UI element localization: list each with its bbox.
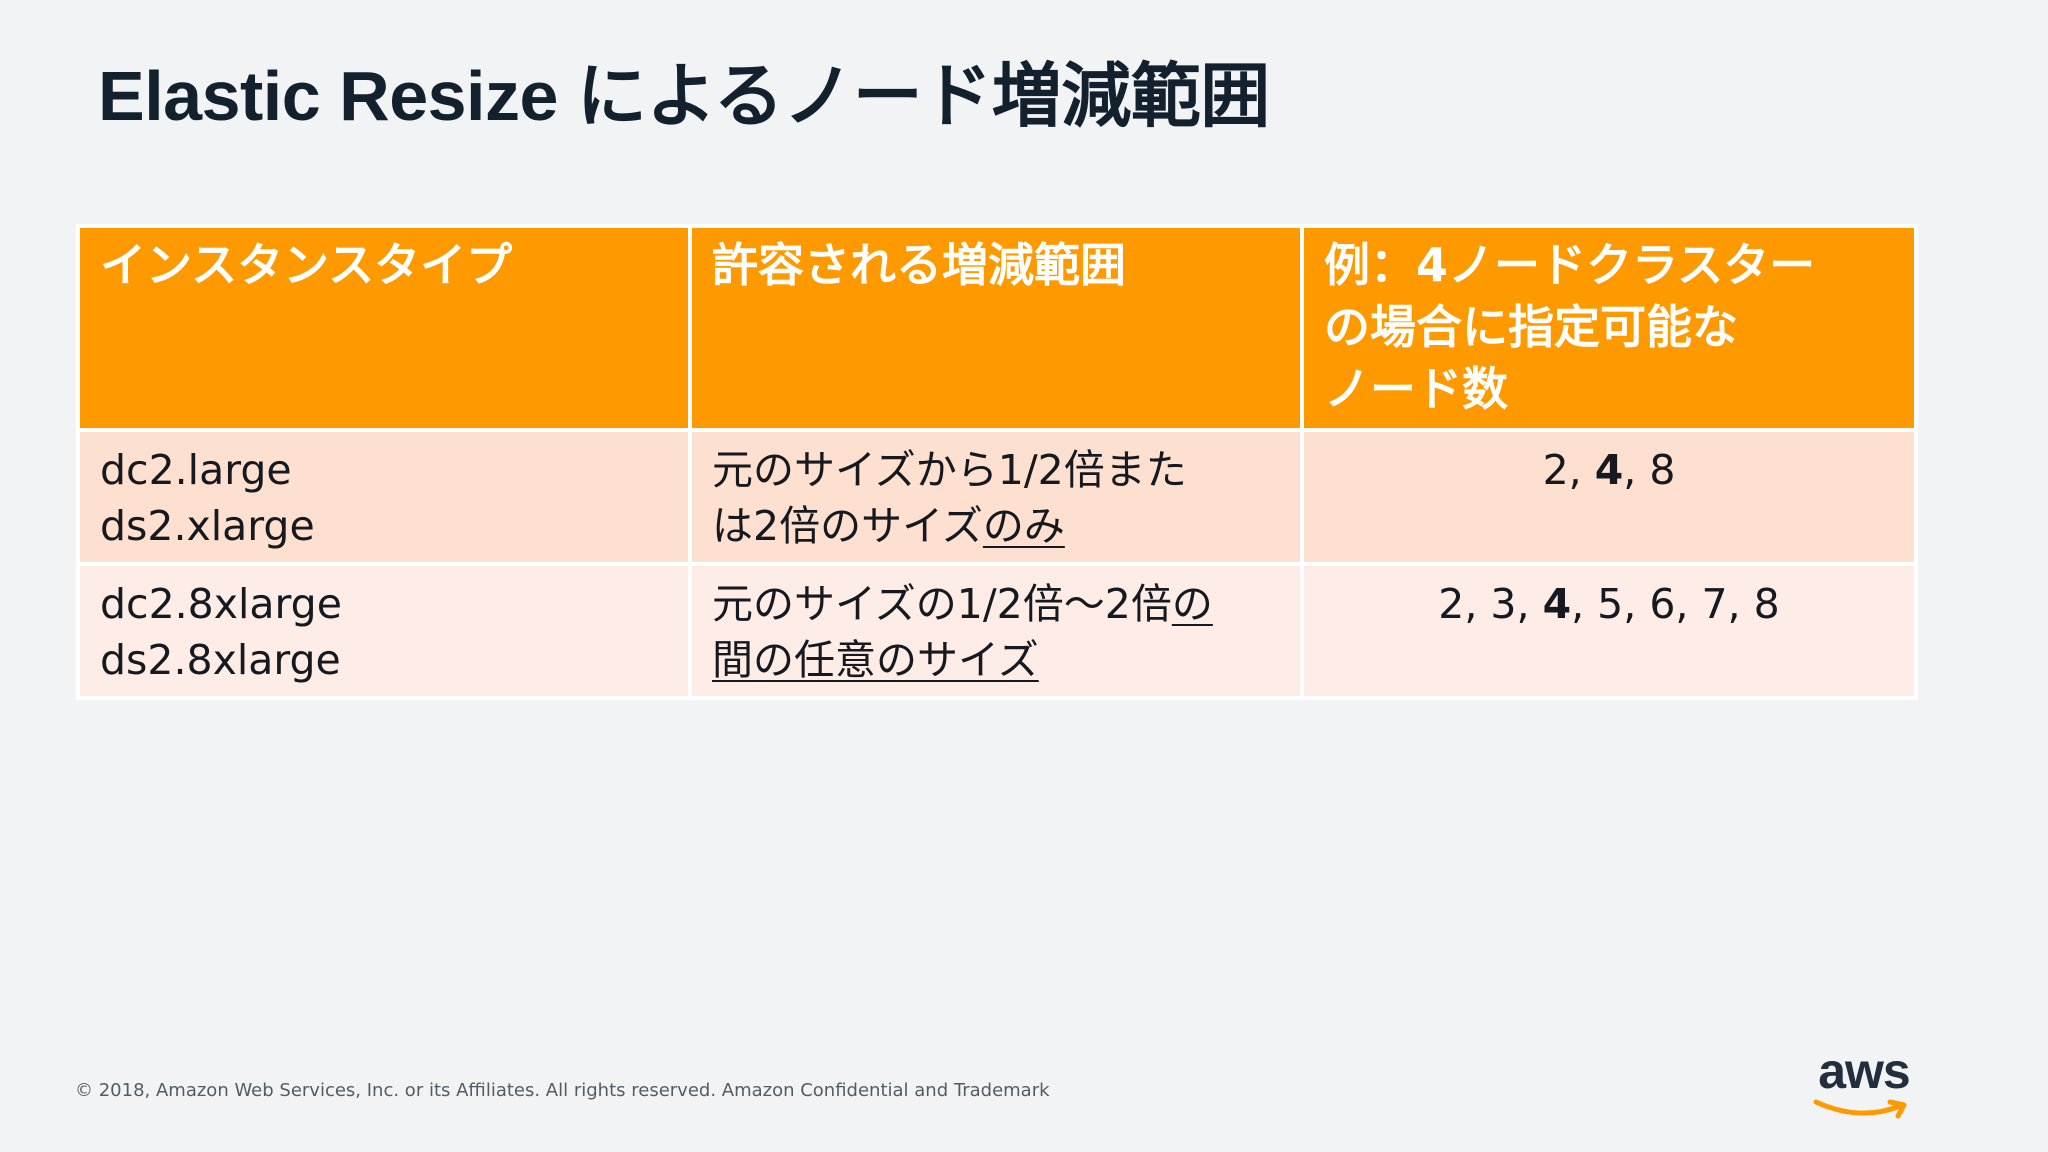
cell-node-counts: 2, 3, 4, 5, 6, 7, 8 [1300,562,1918,700]
cell-node-counts: 2, 4, 8 [1300,428,1918,566]
cell-allowed-range: 元のサイズから1/2倍また は2倍のサイズのみ [688,428,1304,566]
aws-logo-text: aws [1818,1043,1911,1099]
node-counts: 2, [1542,446,1595,494]
header-example-line3: ノード数 [1324,362,1508,416]
header-example-line2: の場合に指定可能な [1324,300,1738,354]
instance-type: dc2.8xlarge [100,580,342,628]
header-instance-type: インスタンスタイプ [76,224,692,432]
range-text: は2倍のサイズ [712,502,983,550]
table-row: dc2.8xlarge ds2.8xlarge 元のサイズの1/2倍〜2倍の 間… [76,562,1918,700]
aws-smile-icon [1813,1099,1907,1119]
instance-type: dc2.large [100,446,292,494]
slide-title: Elastic Resize によるノード増減範囲 [98,57,1270,135]
instance-type: ds2.8xlarge [100,636,341,684]
copyright-footer: © 2018, Amazon Web Services, Inc. or its… [75,1080,1050,1101]
header-example-nodes: 例：4ノードクラスター の場合に指定可能な ノード数 [1300,224,1918,432]
node-counts: , 8 [1623,446,1676,494]
node-counts: , 5, 6, 7, 8 [1571,580,1780,628]
table-row: dc2.large ds2.xlarge 元のサイズから1/2倍また は2倍のサ… [76,428,1918,566]
node-counts: 2, 3, [1438,580,1543,628]
current-node-count: 4 [1542,580,1572,628]
resize-range-table: インスタンスタイプ 許容される増減範囲 例：4ノードクラスター の場合に指定可能… [76,224,1918,700]
instance-type: ds2.xlarge [100,502,315,550]
aws-logo: aws [1812,1043,1916,1119]
header-allowed-range: 許容される増減範囲 [688,224,1304,432]
range-text-line1: 元のサイズの1/2倍〜2倍の [712,576,1280,632]
cell-instance-types: dc2.large ds2.xlarge [76,428,692,566]
range-emphasis: のみ [982,502,1065,550]
range-text-line2: は2倍のサイズのみ [712,498,1280,554]
range-text: 元のサイズの1/2倍〜2倍 [712,580,1172,628]
range-emphasis: 間の任意のサイズ [712,636,1039,684]
header-example-line1: 例：4ノードクラスター [1324,238,1816,292]
current-node-count: 4 [1594,446,1624,494]
range-emphasis: の [1171,580,1213,628]
cell-instance-types: dc2.8xlarge ds2.8xlarge [76,562,692,700]
range-text: 元のサイズから1/2倍また [712,446,1187,494]
table-header-row: インスタンスタイプ 許容される増減範囲 例：4ノードクラスター の場合に指定可能… [76,224,1918,432]
cell-allowed-range: 元のサイズの1/2倍〜2倍の 間の任意のサイズ [688,562,1304,700]
